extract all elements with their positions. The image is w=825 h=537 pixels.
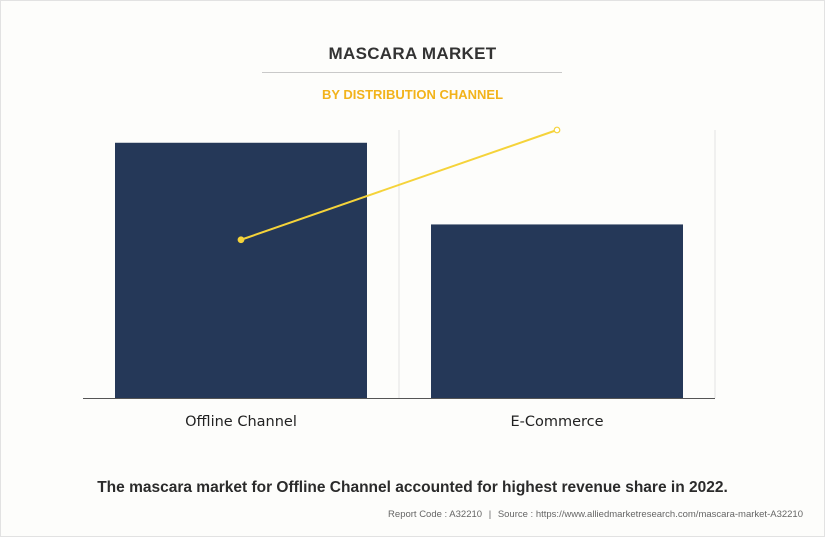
- x-tick-label: E-Commerce: [510, 414, 603, 430]
- trend-point: [553, 126, 561, 134]
- trend-point: [237, 236, 245, 244]
- trend-line: [240, 129, 558, 241]
- title-divider: [262, 72, 562, 73]
- chart-title: MASCARA MARKET: [328, 44, 497, 63]
- chart-caption: The mascara market for Offline Channel a…: [97, 479, 728, 496]
- bar-e-commerce: [431, 224, 683, 398]
- bar-offline-channel: [115, 142, 367, 398]
- footer-separator: |: [488, 509, 492, 520]
- chart-subtitle: BY DISTRIBUTION CHANNEL: [321, 87, 504, 102]
- source-link[interactable]: Source : https://www.alliedmarketresearc…: [497, 509, 803, 520]
- overlay-line: [237, 126, 561, 244]
- report-code: Report Code : A32210: [388, 509, 483, 520]
- x-tick-label: Offline Channel: [185, 414, 297, 430]
- gridlines: [398, 130, 716, 398]
- bars: [115, 142, 683, 398]
- source-footer: Report Code : A32210 | Source : https://…: [388, 509, 803, 520]
- x-axis: Offline Channel E-Commerce: [83, 398, 715, 430]
